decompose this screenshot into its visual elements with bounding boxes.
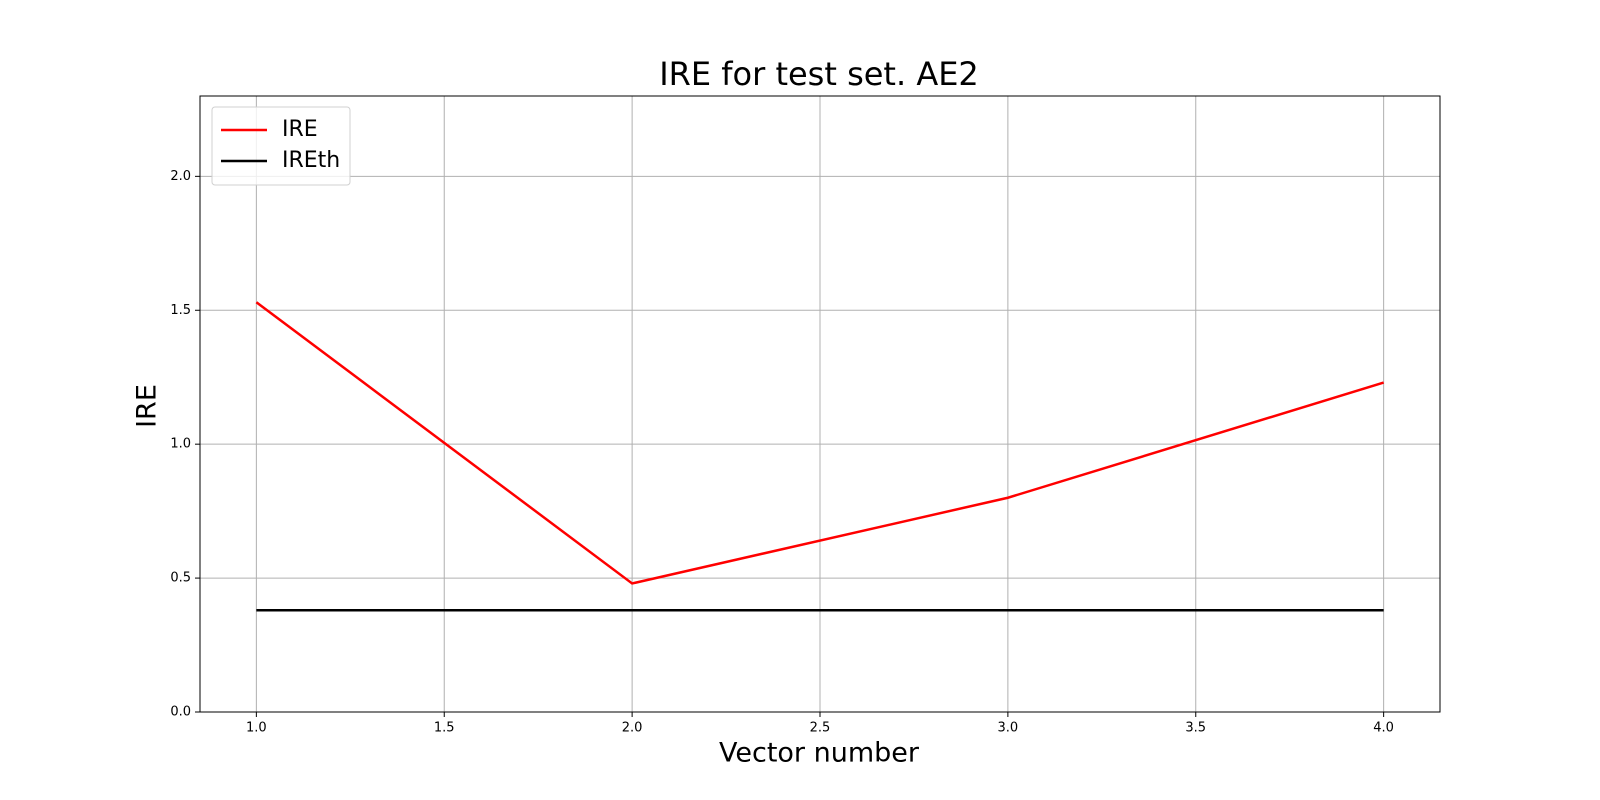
x-axis-label: Vector number (719, 738, 920, 769)
chart-title: IRE for test set. AE2 (659, 55, 979, 93)
x-tick-label: 1.5 (434, 721, 455, 736)
x-tick-label: 4.0 (1373, 721, 1394, 736)
legend-box (211, 106, 351, 186)
y-tick-label: 0.5 (170, 571, 191, 586)
x-tick-label: 3.0 (998, 721, 1019, 736)
legend-label: IRE (282, 117, 318, 142)
x-tick-label: 1.0 (246, 721, 267, 736)
y-tick-label: 1.0 (170, 437, 191, 452)
legend-label: IREth (282, 148, 340, 173)
y-axis-label: IRE (132, 384, 163, 428)
x-tick-label: 3.5 (1185, 721, 1206, 736)
series-line (255, 301, 1385, 585)
y-tick-label: 2.0 (170, 169, 191, 184)
y-tick-label: 0.0 (170, 705, 191, 720)
x-tick-label: 2.5 (810, 721, 831, 736)
plot-frame (199, 95, 1441, 713)
y-tick-label: 1.5 (170, 303, 191, 318)
x-tick-label: 2.0 (622, 721, 643, 736)
